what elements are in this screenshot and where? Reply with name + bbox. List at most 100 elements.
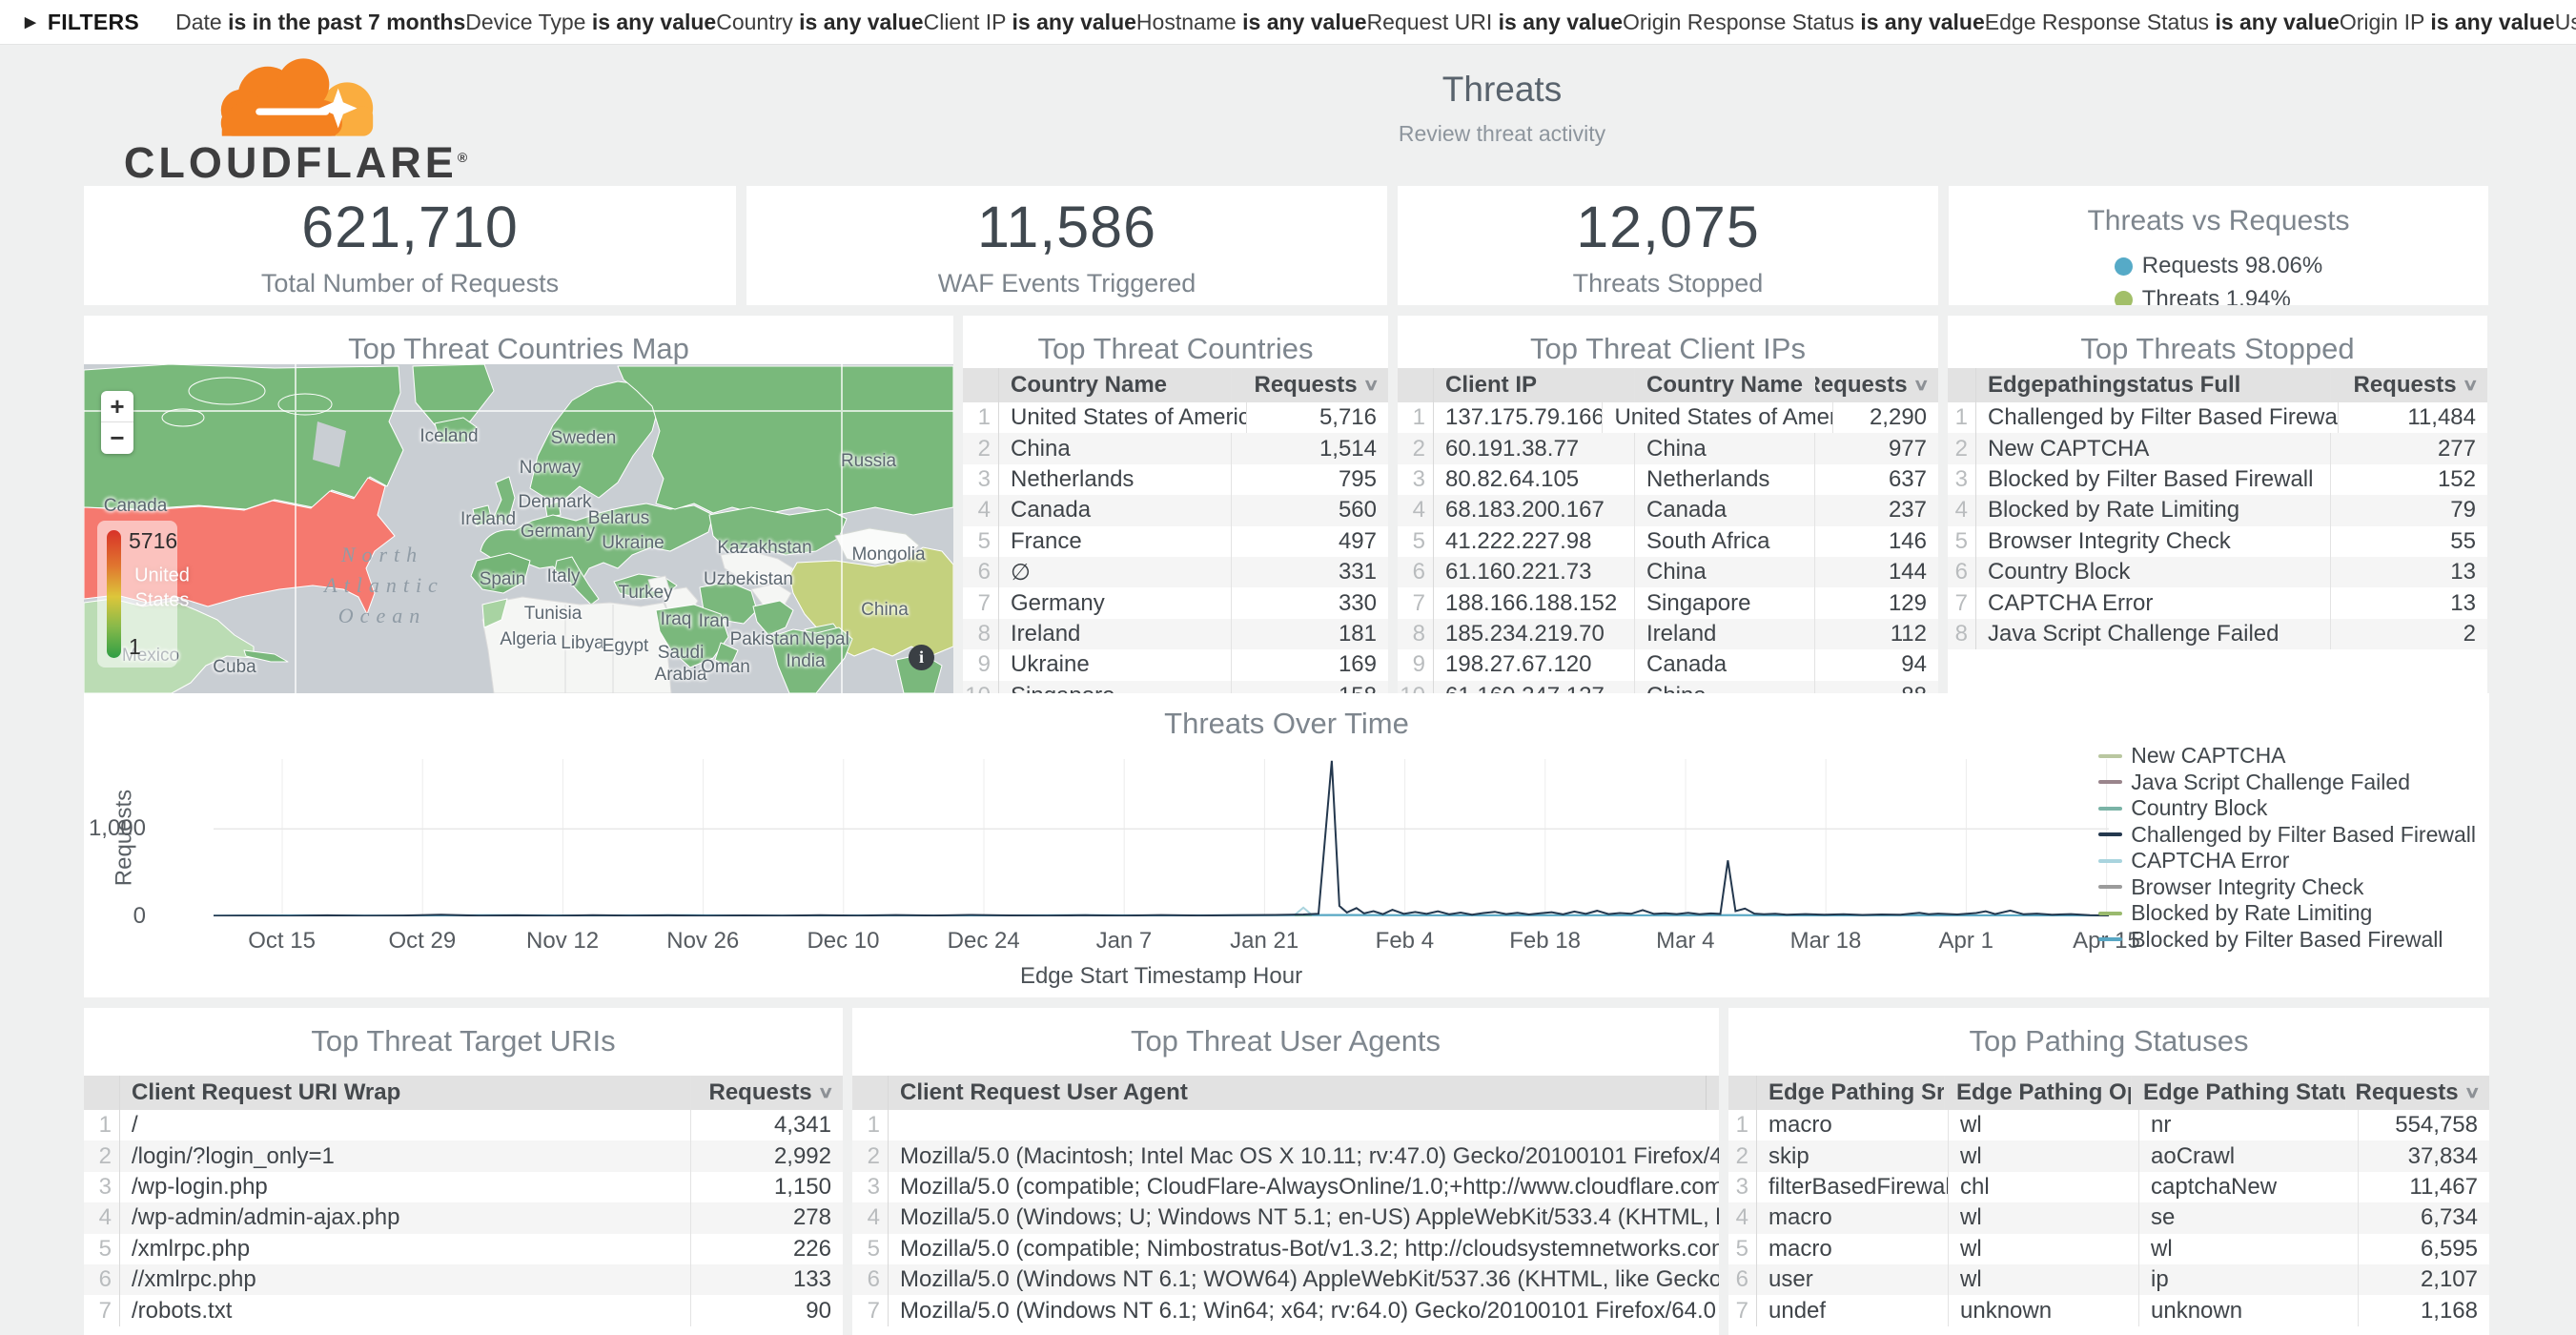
filter-condition: is any value: [2215, 9, 2340, 34]
pathing-op-cell: chl: [1948, 1171, 2138, 1203]
table-row[interactable]: 8 Java Script Challenge Failed 2: [1948, 618, 2487, 650]
legend-item[interactable]: Blocked by Rate Limiting: [2098, 900, 2476, 927]
column-header-sort[interactable]: Requests ∨: [1814, 368, 1938, 402]
requests-cell: 133: [690, 1263, 843, 1296]
filter-chip[interactable]: Device Type is any value: [465, 10, 716, 34]
table-row[interactable]: 2 60.191.38.77 China 977: [1398, 433, 1938, 464]
table-row[interactable]: 4 Blocked by Rate Limiting 79: [1948, 495, 2487, 526]
table-row[interactable]: 7 188.166.188.152 Singapore 129: [1398, 587, 1938, 619]
table-row[interactable]: 3 Mozilla/5.0 (compatible; CloudFlare-Al…: [852, 1171, 1719, 1203]
table-row[interactable]: 1 137.175.79.166 United States of Americ…: [1398, 402, 1938, 434]
table-row[interactable]: 9 198.27.67.120 Canada 94: [1398, 649, 1938, 681]
table-row[interactable]: 4 68.183.200.167 Canada 237: [1398, 495, 1938, 526]
row-index: 8: [1948, 618, 1976, 650]
country-name-cell: United States of America: [1602, 402, 1832, 434]
table-row[interactable]: 3 filterBasedFirewall chl captchaNew 11,…: [1728, 1171, 2489, 1203]
country-name-cell: China: [1634, 433, 1814, 464]
table-row[interactable]: 1 Challenged by Filter Based Firewall 11…: [1948, 402, 2487, 434]
table-row[interactable]: 5 France 497: [963, 525, 1388, 557]
table-row[interactable]: 7 Mozilla/5.0 (Windows NT 6.1; Win64; x6…: [852, 1295, 1719, 1326]
column-header[interactable]: Edgepathingstatus Full: [1988, 372, 2241, 398]
table-row[interactable]: 4 macro wl se 6,734: [1728, 1202, 2489, 1234]
filter-chip[interactable]: Date is in the past 7 months: [175, 10, 465, 34]
table-row[interactable]: 6 Mozilla/5.0 (Windows NT 6.1; WOW64) Ap…: [852, 1263, 1719, 1296]
table-row[interactable]: 2 China 1,514: [963, 433, 1388, 464]
table-row[interactable]: 5 Mozilla/5.0 (compatible; Nimbostratus-…: [852, 1233, 1719, 1264]
filter-chip[interactable]: Edge Response Status is any value: [1985, 10, 2340, 34]
legend-item[interactable]: New CAPTCHA: [2098, 743, 2476, 770]
table-row[interactable]: 5 41.222.227.98 South Africa 146: [1398, 525, 1938, 557]
table-row[interactable]: 3 Blocked by Filter Based Firewall 152: [1948, 463, 2487, 496]
table-row[interactable]: 1 macro wl nr 554,758: [1728, 1110, 2489, 1141]
zoom-out-button[interactable]: −: [110, 423, 125, 452]
table-row[interactable]: 10 61.160.247.127 China 88: [1398, 680, 1938, 693]
zoom-in-button[interactable]: +: [101, 391, 133, 422]
table-row[interactable]: 6 ∅ 331: [963, 556, 1388, 588]
legend-item[interactable]: CAPTCHA Error: [2098, 848, 2476, 874]
column-header[interactable]: Client Request URI Wrap: [132, 1079, 401, 1105]
column-header-sort[interactable]: Requests ∨: [1231, 368, 1388, 402]
y-tick-label: 0: [133, 903, 146, 929]
column-header[interactable]: Client Request User Agent: [900, 1079, 1188, 1105]
filters-toggle[interactable]: ▶ FILTERS: [25, 10, 139, 35]
legend-item[interactable]: Browser Integrity Check: [2098, 874, 2476, 901]
filter-chip[interactable]: Request URI is any value: [1367, 10, 1623, 34]
table-row[interactable]: 9 Ukraine 169: [963, 649, 1388, 681]
column-header-sort[interactable]: Requests ∨: [2330, 368, 2487, 402]
table-row[interactable]: 5 macro wl wl 6,595: [1728, 1233, 2489, 1264]
filter-chip[interactable]: Country is any value: [716, 10, 923, 34]
table-row[interactable]: 3 /wp-login.php 1,150: [84, 1171, 843, 1203]
table-row[interactable]: 4 Mozilla/5.0 (Windows; U; Windows NT 5.…: [852, 1202, 1719, 1234]
legend-item[interactable]: Blocked by Filter Based Firewall: [2098, 927, 2476, 954]
chart-legend: New CAPTCHA Java Script Challenge Failed…: [2098, 743, 2476, 953]
table-row[interactable]: 3 Netherlands 795: [963, 463, 1388, 496]
table-row[interactable]: 2 skip wl aoCrawl 37,834: [1728, 1140, 2489, 1172]
table-row[interactable]: 2 New CAPTCHA 277: [1948, 433, 2487, 464]
column-header-sort[interactable]: Requests ∨: [2345, 1076, 2489, 1110]
table-row[interactable]: 7 /robots.txt 90: [84, 1295, 843, 1326]
table-row[interactable]: 8 185.234.219.70 Ireland 112: [1398, 618, 1938, 650]
table-row[interactable]: 4 /wp-admin/admin-ajax.php 278: [84, 1202, 843, 1234]
filter-chip[interactable]: Origin IP is any value: [2340, 10, 2555, 34]
column-header[interactable]: Edge Pathing Src: [1768, 1079, 1945, 1105]
table-row[interactable]: 5 /xmlrpc.php 226: [84, 1233, 843, 1264]
filter-chip[interactable]: User Agent is any value: [2555, 10, 2576, 34]
table-row[interactable]: 7 Germany 330: [963, 587, 1388, 619]
legend-item[interactable]: Java Script Challenge Failed: [2098, 770, 2476, 796]
country-name-cell: Germany: [1011, 589, 1105, 616]
filter-chip[interactable]: Client IP is any value: [924, 10, 1136, 34]
world-map[interactable]: CanadaUnitedStatesMexicoCubaIcelandIrela…: [84, 364, 953, 693]
table-row[interactable]: 1 / 4,341: [84, 1110, 843, 1141]
table-row[interactable]: 2 Mozilla/5.0 (Macintosh; Intel Mac OS X…: [852, 1140, 1719, 1172]
table-row[interactable]: 4 Canada 560: [963, 495, 1388, 526]
filter-chip[interactable]: Hostname is any value: [1136, 10, 1367, 34]
table-row[interactable]: 6 61.160.221.73 China 144: [1398, 556, 1938, 588]
table-row[interactable]: 7 undef unknown unknown 1,168: [1728, 1295, 2489, 1326]
table-row[interactable]: 3 80.82.64.105 Netherlands 637: [1398, 463, 1938, 496]
column-header[interactable]: Edge Pathing Op: [1944, 1076, 2131, 1110]
table-row[interactable]: 1: [852, 1110, 1719, 1141]
legend-label: Challenged by Filter Based Firewall: [2131, 821, 2476, 847]
table-row[interactable]: 6 Country Block 13: [1948, 556, 2487, 588]
column-header[interactable]: Country Name: [1011, 372, 1168, 398]
table-row[interactable]: 5 Browser Integrity Check 55: [1948, 525, 2487, 557]
table-row[interactable]: 6 user wl ip 2,107: [1728, 1263, 2489, 1296]
legend-item[interactable]: Requests 98.06%: [2114, 253, 2322, 279]
table-row[interactable]: 2 /login/?login_only=1 2,992: [84, 1140, 843, 1172]
filter-chip[interactable]: Origin Response Status is any value: [1623, 10, 1985, 34]
map-info-button[interactable]: i: [909, 645, 934, 670]
table-row[interactable]: 7 CAPTCHA Error 13: [1948, 587, 2487, 619]
table-row[interactable]: 1 United States of America 5,716: [963, 402, 1388, 434]
column-header[interactable]: Client IP: [1445, 372, 1538, 398]
column-header[interactable]: Country Name: [1633, 368, 1814, 402]
column-header[interactable]: Edge Pathing Status: [2131, 1076, 2345, 1110]
legend-item[interactable]: Threats 1.94%: [2114, 286, 2322, 305]
legend-item[interactable]: Country Block: [2098, 795, 2476, 822]
table-row[interactable]: 10 Singapore 158: [963, 680, 1388, 693]
table-row[interactable]: 6 //xmlrpc.php 133: [84, 1263, 843, 1296]
column-header-sort[interactable]: Requests ∨: [690, 1076, 843, 1110]
table-row[interactable]: 8 Ireland 181: [963, 618, 1388, 650]
status-cell: Java Script Challenge Failed: [1988, 620, 2280, 647]
chart-plot-area[interactable]: [213, 759, 2110, 917]
legend-item[interactable]: Challenged by Filter Based Firewall: [2098, 822, 2476, 849]
